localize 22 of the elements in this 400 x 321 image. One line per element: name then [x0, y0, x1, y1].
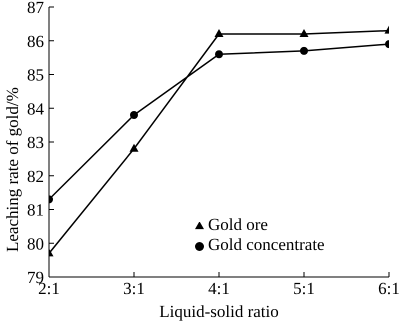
- x-tick-label: 5:1: [293, 279, 315, 298]
- y-axis-title: Leaching rate of gold/%: [3, 87, 22, 252]
- y-tick-label: 86: [27, 32, 44, 51]
- y-tick-label: 82: [27, 166, 44, 186]
- point: [300, 46, 308, 55]
- point: [130, 111, 138, 119]
- y-tick-label: 80: [27, 234, 44, 254]
- y-tick-label: 81: [27, 200, 44, 220]
- y-tick-label: 84: [27, 99, 44, 118]
- point: [130, 144, 138, 152]
- point: [300, 29, 308, 37]
- legend-label: Gold ore: [208, 215, 268, 234]
- x-tick-label: 3:1: [123, 279, 145, 298]
- point: [215, 50, 223, 58]
- legend-label: Gold concentrate: [208, 235, 325, 254]
- y-tick-label: 85: [27, 66, 44, 85]
- y-tick-label: 87: [27, 0, 44, 18]
- x-tick-label: 4:1: [208, 279, 230, 298]
- point: [214, 29, 224, 37]
- y-tick-label: 83: [27, 133, 44, 152]
- x-tick-label: 6:1: [378, 279, 400, 298]
- x-axis-title: Liquid-solid ratio: [159, 302, 279, 321]
